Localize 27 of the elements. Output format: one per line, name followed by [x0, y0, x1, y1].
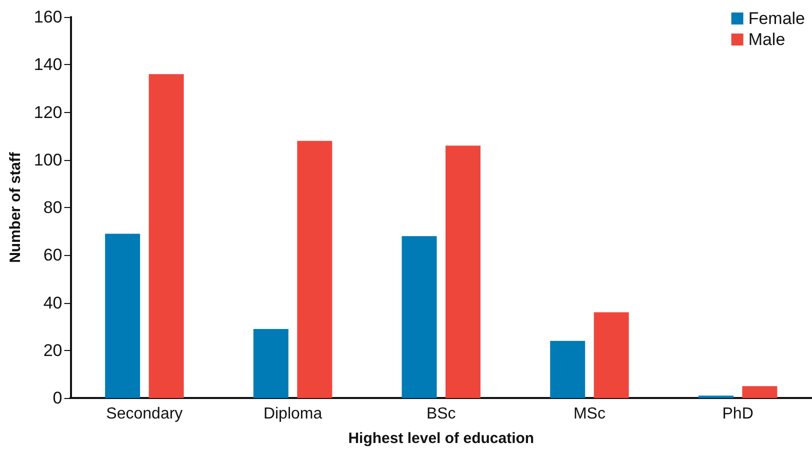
y-tick-label: 0: [52, 388, 62, 408]
bar: [550, 340, 586, 398]
y-tick-label: 160: [34, 8, 62, 26]
x-tick-label: BSc: [426, 406, 456, 422]
bar: [594, 312, 629, 398]
legend-label: Male: [748, 30, 786, 49]
y-axis-title: Number of staff: [7, 151, 24, 263]
bar: [446, 146, 481, 398]
y-tick-label: 120: [34, 102, 62, 122]
bar: [742, 386, 778, 398]
bar: [253, 328, 288, 398]
x-tick-label: MSc: [573, 406, 606, 422]
y-tick-label: 20: [43, 340, 62, 360]
y-tick-label: 60: [43, 246, 62, 265]
bar: [148, 74, 184, 398]
legend-label: Female: [748, 9, 805, 28]
x-tick-label: Diploma: [263, 406, 322, 422]
y-tick-label: 140: [34, 55, 62, 74]
x-axis-title: Highest level of education: [348, 430, 534, 447]
y-tick-label: 100: [34, 150, 62, 170]
bar: [297, 140, 332, 398]
x-tick-label: Secondary: [106, 406, 183, 422]
bar: [105, 234, 140, 398]
y-tick-label: 40: [43, 293, 62, 312]
x-tick-label: PhD: [722, 406, 754, 422]
y-tick-label: 80: [43, 198, 62, 217]
bar: [402, 236, 437, 398]
